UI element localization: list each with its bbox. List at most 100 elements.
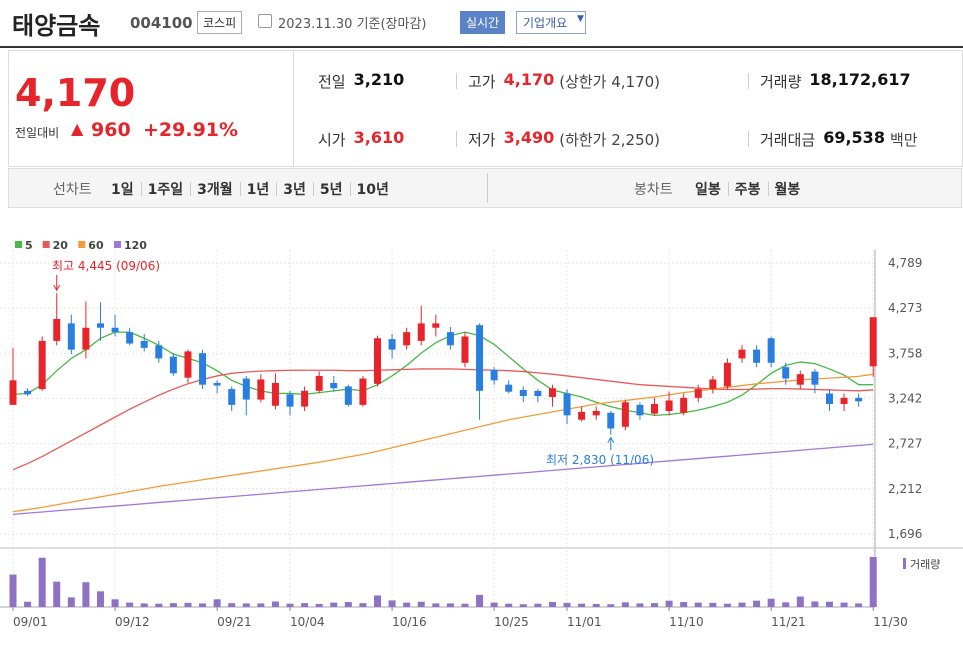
y-tick-label: 2,212 bbox=[888, 482, 922, 496]
annotation-arrowhead bbox=[53, 284, 61, 292]
volume-bar bbox=[184, 602, 192, 607]
overview-button[interactable]: 기업개요 bbox=[516, 11, 587, 34]
volume-bar bbox=[24, 601, 32, 607]
volume-bar bbox=[242, 603, 250, 607]
candle-body bbox=[665, 400, 673, 411]
y-tick-label: 4,273 bbox=[888, 301, 922, 315]
candle-body bbox=[213, 382, 221, 386]
candle-body bbox=[592, 410, 600, 416]
field-value: 3,610 bbox=[353, 128, 405, 147]
volume-bar bbox=[169, 603, 177, 607]
volume-bar bbox=[709, 602, 717, 607]
current-price: 4,170 bbox=[15, 71, 136, 115]
legend-label: 120 bbox=[124, 239, 147, 252]
tab[interactable]: 일봉 bbox=[695, 182, 721, 198]
tab[interactable]: 1년 bbox=[246, 182, 270, 198]
tab-bar: 선차트 1일 1주일 3개월 1년 3년 5년 10년 봉차트 일봉 주봉 월봉 bbox=[8, 168, 962, 208]
candle-body bbox=[563, 393, 571, 416]
tab-separator bbox=[767, 182, 769, 196]
candle-body bbox=[825, 393, 833, 404]
legend-swatch bbox=[42, 241, 50, 248]
candle-body bbox=[359, 378, 367, 405]
volume-bar bbox=[344, 602, 352, 607]
volume-bar bbox=[680, 602, 688, 607]
candle-body bbox=[82, 327, 90, 350]
volume-bar bbox=[476, 594, 484, 607]
volume-bar bbox=[330, 602, 338, 607]
volume-bar bbox=[271, 601, 279, 607]
tab[interactable]: 1일 bbox=[111, 182, 134, 198]
candle-body bbox=[242, 378, 250, 400]
moving-average bbox=[12, 331, 874, 417]
candle-body bbox=[286, 394, 294, 407]
field-value: 4,170 bbox=[503, 70, 555, 89]
x-tick-label: 09/21 bbox=[217, 615, 252, 629]
volume-bar bbox=[607, 604, 615, 607]
volume-bar bbox=[38, 557, 46, 607]
base-date: 2023.11.30 기준(장마감) bbox=[278, 17, 427, 32]
volume-bar bbox=[228, 603, 236, 607]
tab-separator bbox=[140, 182, 142, 196]
legend-label: 20 bbox=[53, 239, 69, 252]
y-tick-label: 1,696 bbox=[888, 527, 922, 541]
volume-bar bbox=[738, 602, 746, 607]
volume-bar bbox=[767, 598, 775, 607]
legend-swatch bbox=[113, 241, 121, 248]
annotation: 최고 4,445 (09/06) bbox=[52, 259, 160, 273]
candle-body bbox=[169, 356, 177, 374]
annotation: 최저 2,830 (11/06) bbox=[546, 453, 654, 467]
tab-separator bbox=[727, 182, 729, 196]
candle-body bbox=[869, 317, 877, 367]
volume-bar bbox=[694, 602, 702, 607]
volume-bar bbox=[67, 597, 75, 607]
field-label: 저가 bbox=[468, 131, 496, 149]
volume-bar bbox=[286, 603, 294, 607]
candle-body bbox=[461, 336, 469, 363]
candle-body bbox=[636, 404, 644, 416]
calendar-icon bbox=[258, 14, 272, 28]
field-separator bbox=[456, 73, 457, 89]
volume-bar bbox=[490, 602, 498, 607]
tab[interactable]: 5년 bbox=[319, 182, 343, 198]
annotation-arrowhead bbox=[607, 436, 615, 443]
tab[interactable]: 1주일 bbox=[147, 182, 184, 198]
candle-body bbox=[374, 338, 381, 384]
candle-body bbox=[709, 379, 717, 390]
candle-body bbox=[38, 340, 46, 390]
candle-body bbox=[140, 340, 148, 348]
candle-body bbox=[344, 386, 352, 405]
volume-bar bbox=[723, 603, 731, 607]
tab[interactable]: 월봉 bbox=[774, 182, 801, 198]
candle-body bbox=[432, 323, 440, 328]
realtime-button[interactable]: 실시간 bbox=[460, 11, 506, 34]
y-tick-label: 3,242 bbox=[888, 392, 922, 406]
candle-body bbox=[257, 379, 265, 400]
candle-body bbox=[767, 338, 775, 363]
moving-average bbox=[12, 443, 874, 516]
volume-bar bbox=[213, 599, 221, 607]
tab[interactable]: 3개월 bbox=[197, 182, 233, 198]
legend-label: 5 bbox=[25, 239, 33, 252]
candle-body bbox=[111, 327, 119, 333]
candle-body bbox=[96, 323, 104, 328]
tab[interactable]: 10년 bbox=[356, 182, 389, 198]
candle-body bbox=[534, 390, 542, 397]
stock-code: 004100 bbox=[130, 14, 193, 32]
volume-bar bbox=[199, 603, 207, 607]
volume-bar bbox=[9, 574, 17, 607]
tab[interactable]: 주봉 bbox=[734, 182, 761, 198]
volume-legend-swatch bbox=[903, 558, 906, 569]
tab[interactable]: 3년 bbox=[283, 182, 306, 198]
candle-body bbox=[53, 318, 61, 341]
field-note: (하한가 2,250) bbox=[559, 131, 661, 149]
volume-legend-label: 거래량 bbox=[910, 558, 940, 571]
stock-name: 태양금속 bbox=[12, 12, 101, 40]
dropdown-arrow: ▼ bbox=[577, 14, 584, 24]
x-tick-label: 11/10 bbox=[669, 615, 704, 629]
candle-body bbox=[490, 369, 498, 381]
volume-bar bbox=[621, 602, 629, 607]
volume-bar bbox=[82, 582, 90, 607]
candle-body bbox=[723, 362, 731, 387]
tab-separator bbox=[276, 182, 278, 196]
volume-bar bbox=[417, 601, 425, 607]
